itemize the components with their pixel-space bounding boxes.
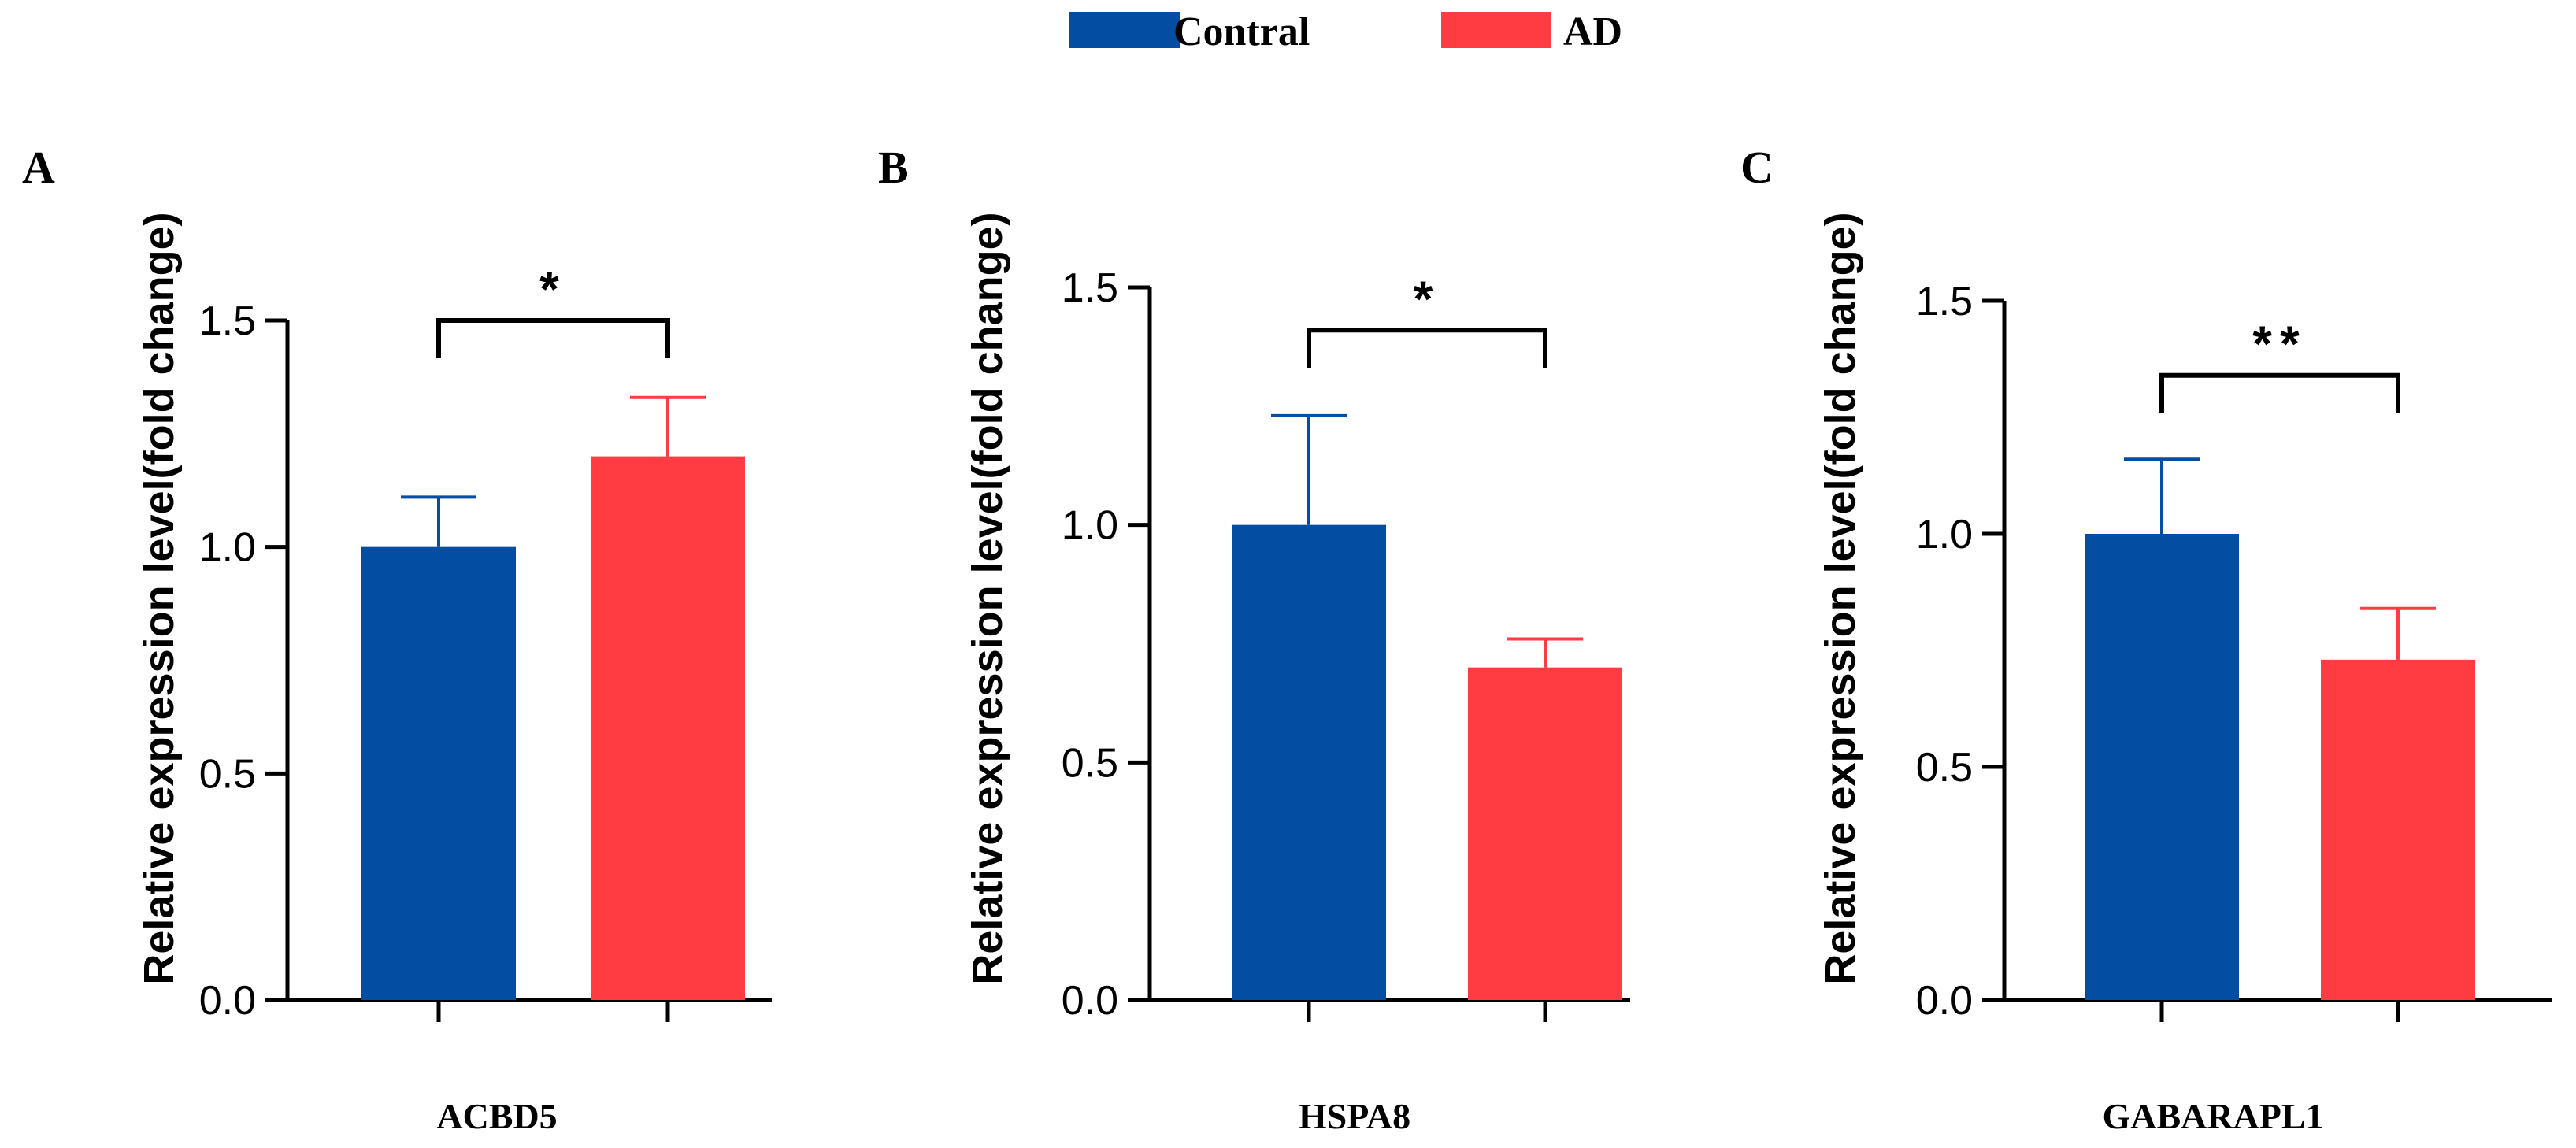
panel-label-b: B xyxy=(878,142,909,193)
legend-swatch-ad xyxy=(1441,12,1551,48)
significance-bracket xyxy=(2159,372,2400,413)
panel-label-a: A xyxy=(22,142,55,193)
bar-ad xyxy=(2321,659,2475,1000)
legend-label-contral: Contral xyxy=(1173,9,1310,54)
legend-label-ad: AD xyxy=(1563,9,1622,54)
y-tick-label: 0.5 xyxy=(1916,745,1973,791)
y-tick-label: 1.5 xyxy=(1062,265,1118,311)
panel-b: B Relative expression level(fold change)… xyxy=(878,142,1630,1136)
plot-b: 0.0 0.5 1.0 1.5 * xyxy=(1062,265,1630,1024)
significance-marker: * xyxy=(1414,270,1441,327)
y-tick-label: 0.5 xyxy=(199,751,256,797)
y-axis-label-a: Relative expression level(fold change) xyxy=(135,212,183,984)
y-tick-label: 1.0 xyxy=(1916,512,1973,557)
panel-label-c: C xyxy=(1740,142,1774,193)
bar-ad xyxy=(591,456,745,1000)
bar-ad xyxy=(1468,667,1622,1000)
y-tick-label: 0.0 xyxy=(1062,978,1118,1024)
panel-a: A Relative expression level(fold change)… xyxy=(22,142,772,1136)
legend-swatch-contral xyxy=(1069,12,1180,48)
y-tick-label: 1.5 xyxy=(1916,279,1973,324)
significance-marker: * xyxy=(539,261,567,317)
bar-contral xyxy=(361,546,516,1000)
y-tick-label: 0.5 xyxy=(1062,740,1118,786)
bar-contral xyxy=(2085,534,2239,1000)
x-axis-label-c: GABARAPL1 xyxy=(2102,1096,2323,1136)
y-tick-label: 1.0 xyxy=(199,525,256,571)
significance-bracket xyxy=(436,318,670,358)
y-tick-label: 1.5 xyxy=(199,298,256,344)
plot-c: 0.0 0.5 1.0 1.5 ** xyxy=(1916,279,2552,1024)
legend: Contral AD xyxy=(1069,9,1622,54)
panel-c: C Relative expression level(fold change)… xyxy=(1740,142,2552,1136)
x-axis-label-a: ACBD5 xyxy=(436,1096,557,1136)
bar-contral xyxy=(1232,524,1386,1000)
plot-a: 0.0 0.5 1.0 1.5 * xyxy=(199,261,772,1024)
y-tick-label: 0.0 xyxy=(1916,978,1973,1024)
significance-marker: ** xyxy=(2252,316,2307,372)
y-tick-label: 0.0 xyxy=(199,978,256,1024)
significance-bracket xyxy=(1307,328,1547,368)
y-axis-label-b: Relative expression level(fold change) xyxy=(964,212,1011,984)
x-axis-label-b: HSPA8 xyxy=(1299,1096,1410,1136)
y-axis-label-c: Relative expression level(fold change) xyxy=(1817,212,1864,984)
y-tick-label: 1.0 xyxy=(1062,503,1118,549)
